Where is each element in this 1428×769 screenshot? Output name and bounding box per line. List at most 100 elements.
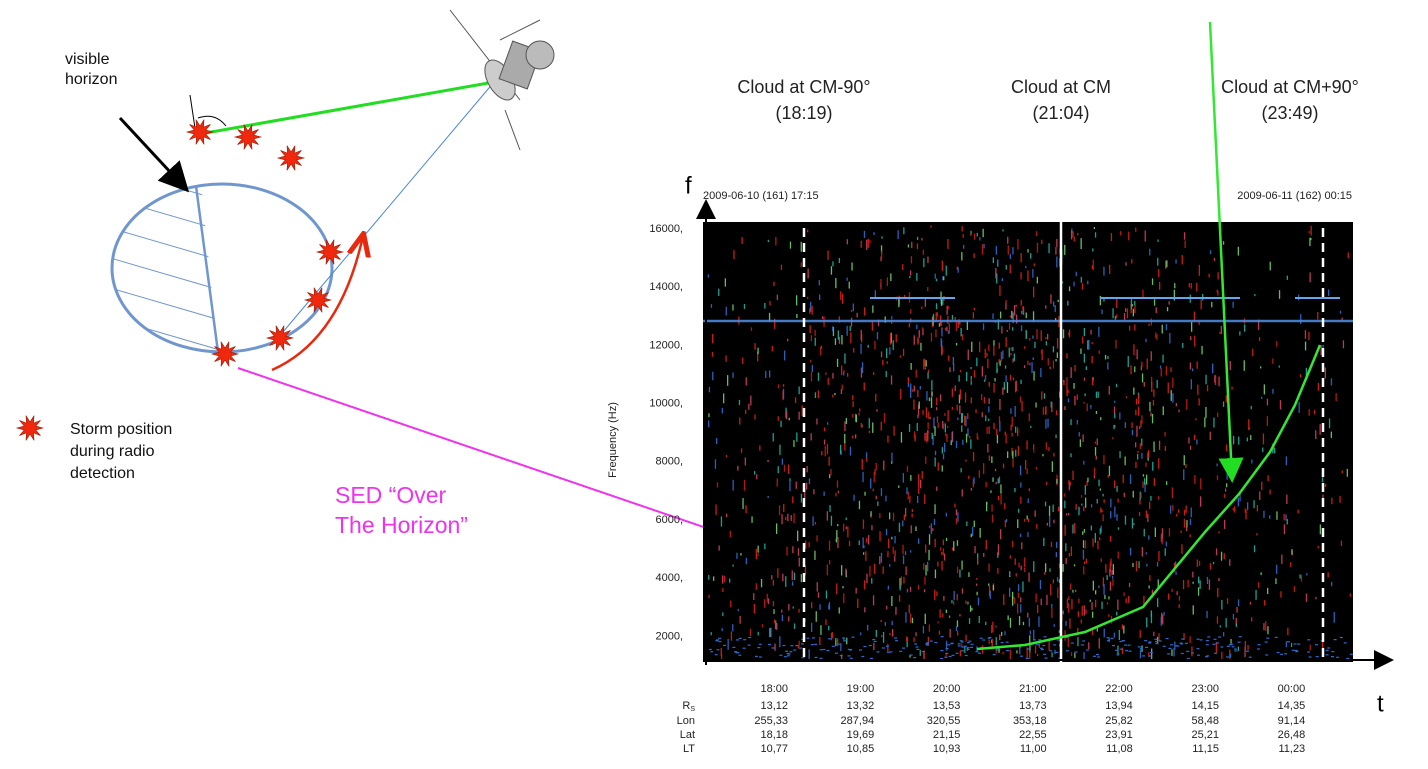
- noise-dot: [894, 637, 898, 639]
- noise-dot: [858, 412, 860, 416]
- noise-dot: [1033, 561, 1035, 573]
- noise-dot: [1045, 341, 1047, 346]
- noise-dot: [1343, 642, 1347, 644]
- noise-dot: [1237, 599, 1240, 607]
- noise-dot: [945, 265, 947, 276]
- noise-dot: [1287, 641, 1290, 643]
- noise-dot: [861, 655, 865, 658]
- noise-dot: [988, 418, 990, 421]
- noise-dot: [1308, 409, 1310, 416]
- noise-dot: [1001, 278, 1003, 282]
- noise-dot: [1148, 450, 1150, 459]
- noise-dot: [1157, 598, 1159, 608]
- noise-dot: [875, 463, 877, 471]
- noise-dot: [1183, 232, 1186, 240]
- noise-dot: [730, 600, 732, 607]
- noise-dot: [1250, 405, 1252, 410]
- noise-dot: [847, 526, 849, 538]
- noise-dot: [753, 593, 755, 600]
- noise-dot: [951, 600, 953, 604]
- noise-dot: [941, 552, 943, 555]
- noise-dot: [927, 372, 929, 379]
- noise-dot: [1056, 352, 1058, 358]
- noise-dot: [788, 603, 790, 611]
- noise-dot: [840, 643, 842, 651]
- noise-dot: [1145, 338, 1147, 343]
- noise-dot: [748, 636, 752, 639]
- noise-dot: [1080, 619, 1082, 624]
- noise-dot: [732, 304, 734, 311]
- noise-dot: [1038, 639, 1042, 641]
- noise-dot: [1115, 339, 1117, 349]
- noise-dot: [1230, 639, 1232, 644]
- noise-dot: [1150, 495, 1152, 501]
- noise-dot: [712, 334, 714, 344]
- noise-dot: [1238, 636, 1242, 638]
- noise-dot: [1072, 589, 1074, 593]
- noise-dot: [952, 356, 954, 365]
- noise-dot: [1155, 641, 1158, 643]
- noise-dot: [1261, 396, 1263, 399]
- noise-dot: [1110, 498, 1112, 508]
- noise-dot: [970, 378, 972, 382]
- noise-dot: [1260, 572, 1262, 576]
- noise-dot: [836, 480, 839, 488]
- noise-dot: [999, 285, 1001, 296]
- noise-dot: [1151, 381, 1153, 393]
- noise-dot: [837, 638, 839, 647]
- storm-markers: [185, 119, 345, 367]
- noise-dot: [913, 385, 915, 392]
- noise-dot: [1175, 561, 1177, 568]
- noise-dot: [845, 517, 847, 521]
- noise-dot: [1167, 382, 1169, 393]
- noise-dot: [1055, 359, 1057, 362]
- noise-dot: [1009, 374, 1012, 381]
- noise-dot: [975, 651, 979, 653]
- noise-dot: [1309, 237, 1311, 247]
- noise-dot: [1221, 651, 1223, 660]
- noise-dot: [889, 347, 891, 355]
- noise-dot: [1043, 393, 1046, 399]
- y-axis-title: Frequency (Hz): [607, 402, 619, 478]
- noise-dot: [966, 642, 970, 644]
- noise-dot: [829, 505, 831, 512]
- noise-dot: [1020, 565, 1022, 571]
- noise-dot: [1104, 354, 1107, 360]
- noise-dot: [770, 627, 772, 638]
- noise-dot: [1078, 432, 1080, 437]
- noise-dot: [1035, 593, 1037, 603]
- noise-dot: [1005, 337, 1007, 347]
- noise-dot: [764, 599, 766, 608]
- noise-dot: [852, 395, 854, 401]
- noise-dot: [961, 425, 963, 432]
- noise-dot: [935, 329, 937, 338]
- noise-dot: [1007, 245, 1009, 255]
- noise-dot: [755, 548, 757, 559]
- noise-dot: [1001, 631, 1003, 636]
- noise-dot: [1068, 553, 1070, 557]
- noise-dot: [1109, 264, 1111, 275]
- noise-dot: [823, 439, 826, 445]
- noise-dot: [845, 568, 847, 576]
- ephemeris-cell: 320,55: [927, 715, 961, 727]
- noise-dot: [946, 436, 948, 442]
- ephemeris-cell: 19,69: [847, 729, 875, 741]
- noise-dot: [830, 266, 833, 275]
- noise-dot: [1066, 353, 1068, 359]
- noise-dot: [716, 649, 720, 651]
- noise-dot: [801, 657, 805, 659]
- cloud-label: Cloud at CM-90°: [737, 77, 870, 97]
- noise-dot: [915, 369, 917, 378]
- noise-dot: [1043, 537, 1045, 547]
- noise-dot: [906, 588, 909, 593]
- noise-dot: [913, 657, 917, 659]
- noise-dot: [851, 262, 853, 271]
- y-tick-label: 10000,: [649, 398, 683, 410]
- noise-dot: [917, 584, 920, 590]
- noise-dot: [708, 420, 710, 428]
- noise-dot: [855, 587, 857, 594]
- noise-dot: [907, 377, 909, 385]
- noise-dot: [1054, 649, 1056, 655]
- noise-dot: [976, 577, 978, 580]
- noise-dot: [778, 384, 780, 389]
